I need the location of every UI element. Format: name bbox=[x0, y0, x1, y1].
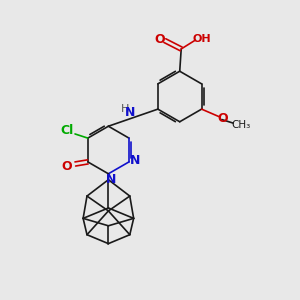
Text: N: N bbox=[106, 172, 116, 186]
Text: O: O bbox=[218, 112, 228, 125]
Text: O: O bbox=[154, 33, 165, 46]
Text: CH₃: CH₃ bbox=[231, 121, 250, 130]
Text: H: H bbox=[121, 104, 129, 114]
Text: N: N bbox=[130, 154, 141, 167]
Text: N: N bbox=[125, 106, 135, 119]
Text: O: O bbox=[62, 160, 72, 173]
Text: Cl: Cl bbox=[60, 124, 74, 136]
Text: OH: OH bbox=[193, 34, 211, 44]
